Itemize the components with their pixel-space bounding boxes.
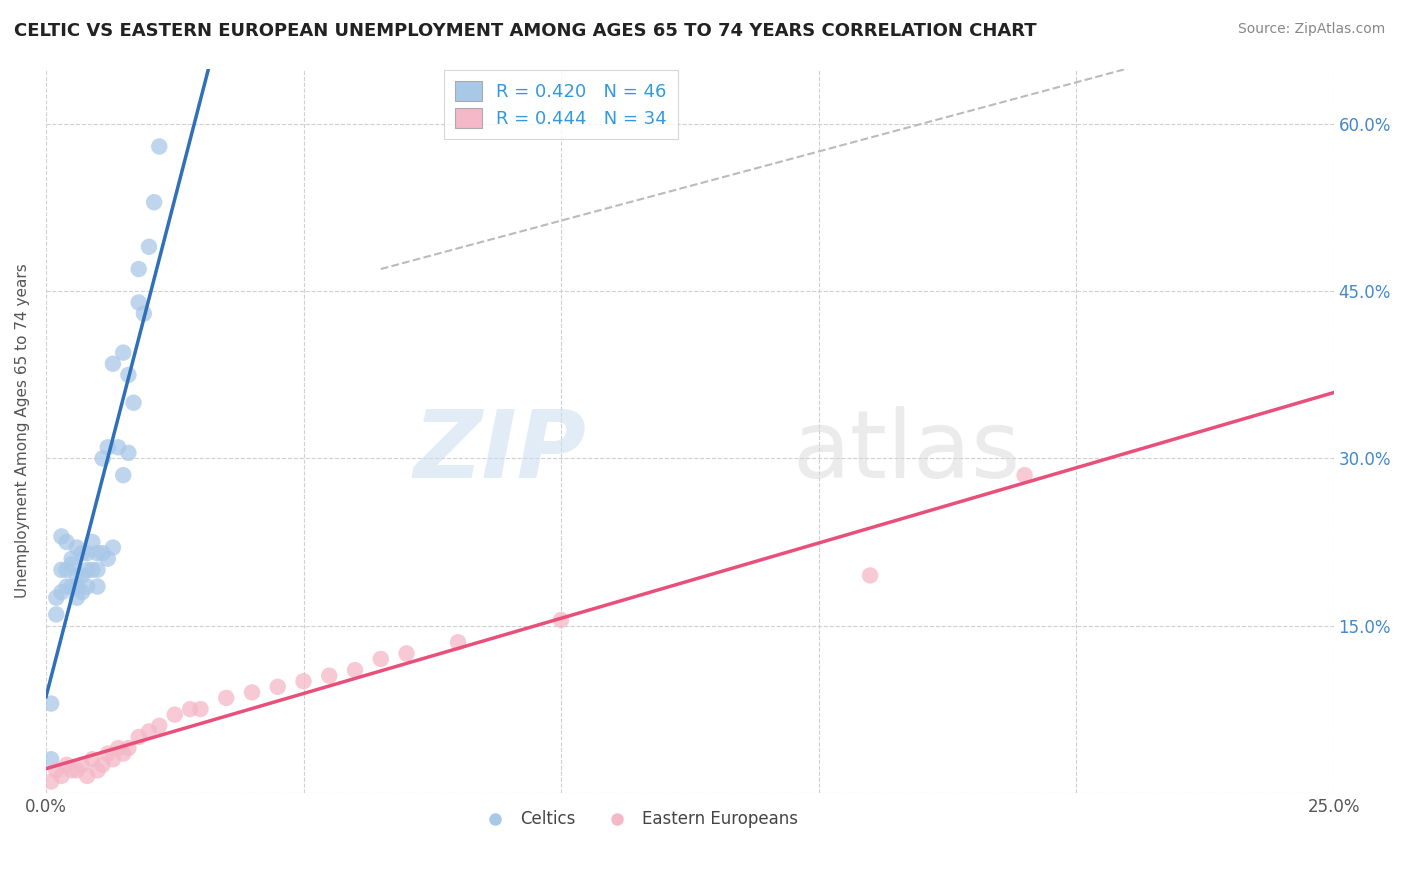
Point xyxy=(97,551,120,566)
Point xyxy=(70,568,93,582)
Point xyxy=(343,663,366,677)
Text: atlas: atlas xyxy=(793,407,1021,499)
Point xyxy=(76,769,98,783)
Point xyxy=(91,451,114,466)
Point xyxy=(101,752,124,766)
Text: Source: ZipAtlas.com: Source: ZipAtlas.com xyxy=(1237,22,1385,37)
Point xyxy=(45,591,67,605)
Point xyxy=(97,440,120,454)
Y-axis label: Unemployment Among Ages 65 to 74 years: Unemployment Among Ages 65 to 74 years xyxy=(15,263,30,598)
Point xyxy=(66,541,89,555)
Point xyxy=(215,690,238,705)
Point xyxy=(55,757,77,772)
Point xyxy=(66,568,89,582)
Point xyxy=(60,580,83,594)
Point xyxy=(51,585,73,599)
Point xyxy=(292,674,315,689)
Text: CELTIC VS EASTERN EUROPEAN UNEMPLOYMENT AMONG AGES 65 TO 74 YEARS CORRELATION CH: CELTIC VS EASTERN EUROPEAN UNEMPLOYMENT … xyxy=(14,22,1036,40)
Point xyxy=(107,440,129,454)
Point xyxy=(55,535,77,549)
Point xyxy=(82,535,104,549)
Point xyxy=(138,240,160,254)
Point xyxy=(51,529,73,543)
Point xyxy=(66,580,89,594)
Point xyxy=(107,741,129,756)
Point xyxy=(86,580,108,594)
Point xyxy=(55,563,77,577)
Point xyxy=(163,707,186,722)
Point xyxy=(39,752,62,766)
Point xyxy=(128,295,150,310)
Point xyxy=(70,757,93,772)
Point xyxy=(550,613,572,627)
Point xyxy=(55,580,77,594)
Point xyxy=(60,551,83,566)
Point xyxy=(117,368,139,382)
Point xyxy=(179,702,201,716)
Point xyxy=(1014,468,1036,483)
Point xyxy=(45,764,67,778)
Point xyxy=(148,719,170,733)
Point xyxy=(132,307,155,321)
Point xyxy=(370,652,392,666)
Point xyxy=(76,546,98,560)
Point xyxy=(117,741,139,756)
Point xyxy=(148,139,170,153)
Point xyxy=(91,757,114,772)
Point xyxy=(45,607,67,622)
Point xyxy=(66,591,89,605)
Point xyxy=(240,685,263,699)
Point xyxy=(128,262,150,277)
Point xyxy=(112,468,135,483)
Point xyxy=(91,546,114,560)
Point xyxy=(39,697,62,711)
Point xyxy=(128,730,150,744)
Point xyxy=(70,585,93,599)
Text: ZIP: ZIP xyxy=(413,407,586,499)
Point xyxy=(70,546,93,560)
Point xyxy=(82,563,104,577)
Legend: Celtics, Eastern Europeans: Celtics, Eastern Europeans xyxy=(472,804,804,835)
Point xyxy=(86,764,108,778)
Point xyxy=(39,774,62,789)
Point xyxy=(76,563,98,577)
Point xyxy=(60,764,83,778)
Point xyxy=(82,752,104,766)
Point xyxy=(859,568,882,582)
Point xyxy=(138,724,160,739)
Point xyxy=(51,563,73,577)
Point xyxy=(76,580,98,594)
Point xyxy=(190,702,212,716)
Point xyxy=(51,769,73,783)
Point xyxy=(101,357,124,371)
Point xyxy=(318,668,340,682)
Point xyxy=(101,541,124,555)
Point xyxy=(447,635,470,649)
Point xyxy=(66,764,89,778)
Point xyxy=(60,558,83,572)
Point xyxy=(117,446,139,460)
Point xyxy=(112,747,135,761)
Point xyxy=(86,563,108,577)
Point xyxy=(143,195,166,210)
Point xyxy=(97,747,120,761)
Point xyxy=(112,345,135,359)
Point xyxy=(267,680,290,694)
Point xyxy=(86,546,108,560)
Point xyxy=(122,395,145,409)
Point xyxy=(395,647,418,661)
